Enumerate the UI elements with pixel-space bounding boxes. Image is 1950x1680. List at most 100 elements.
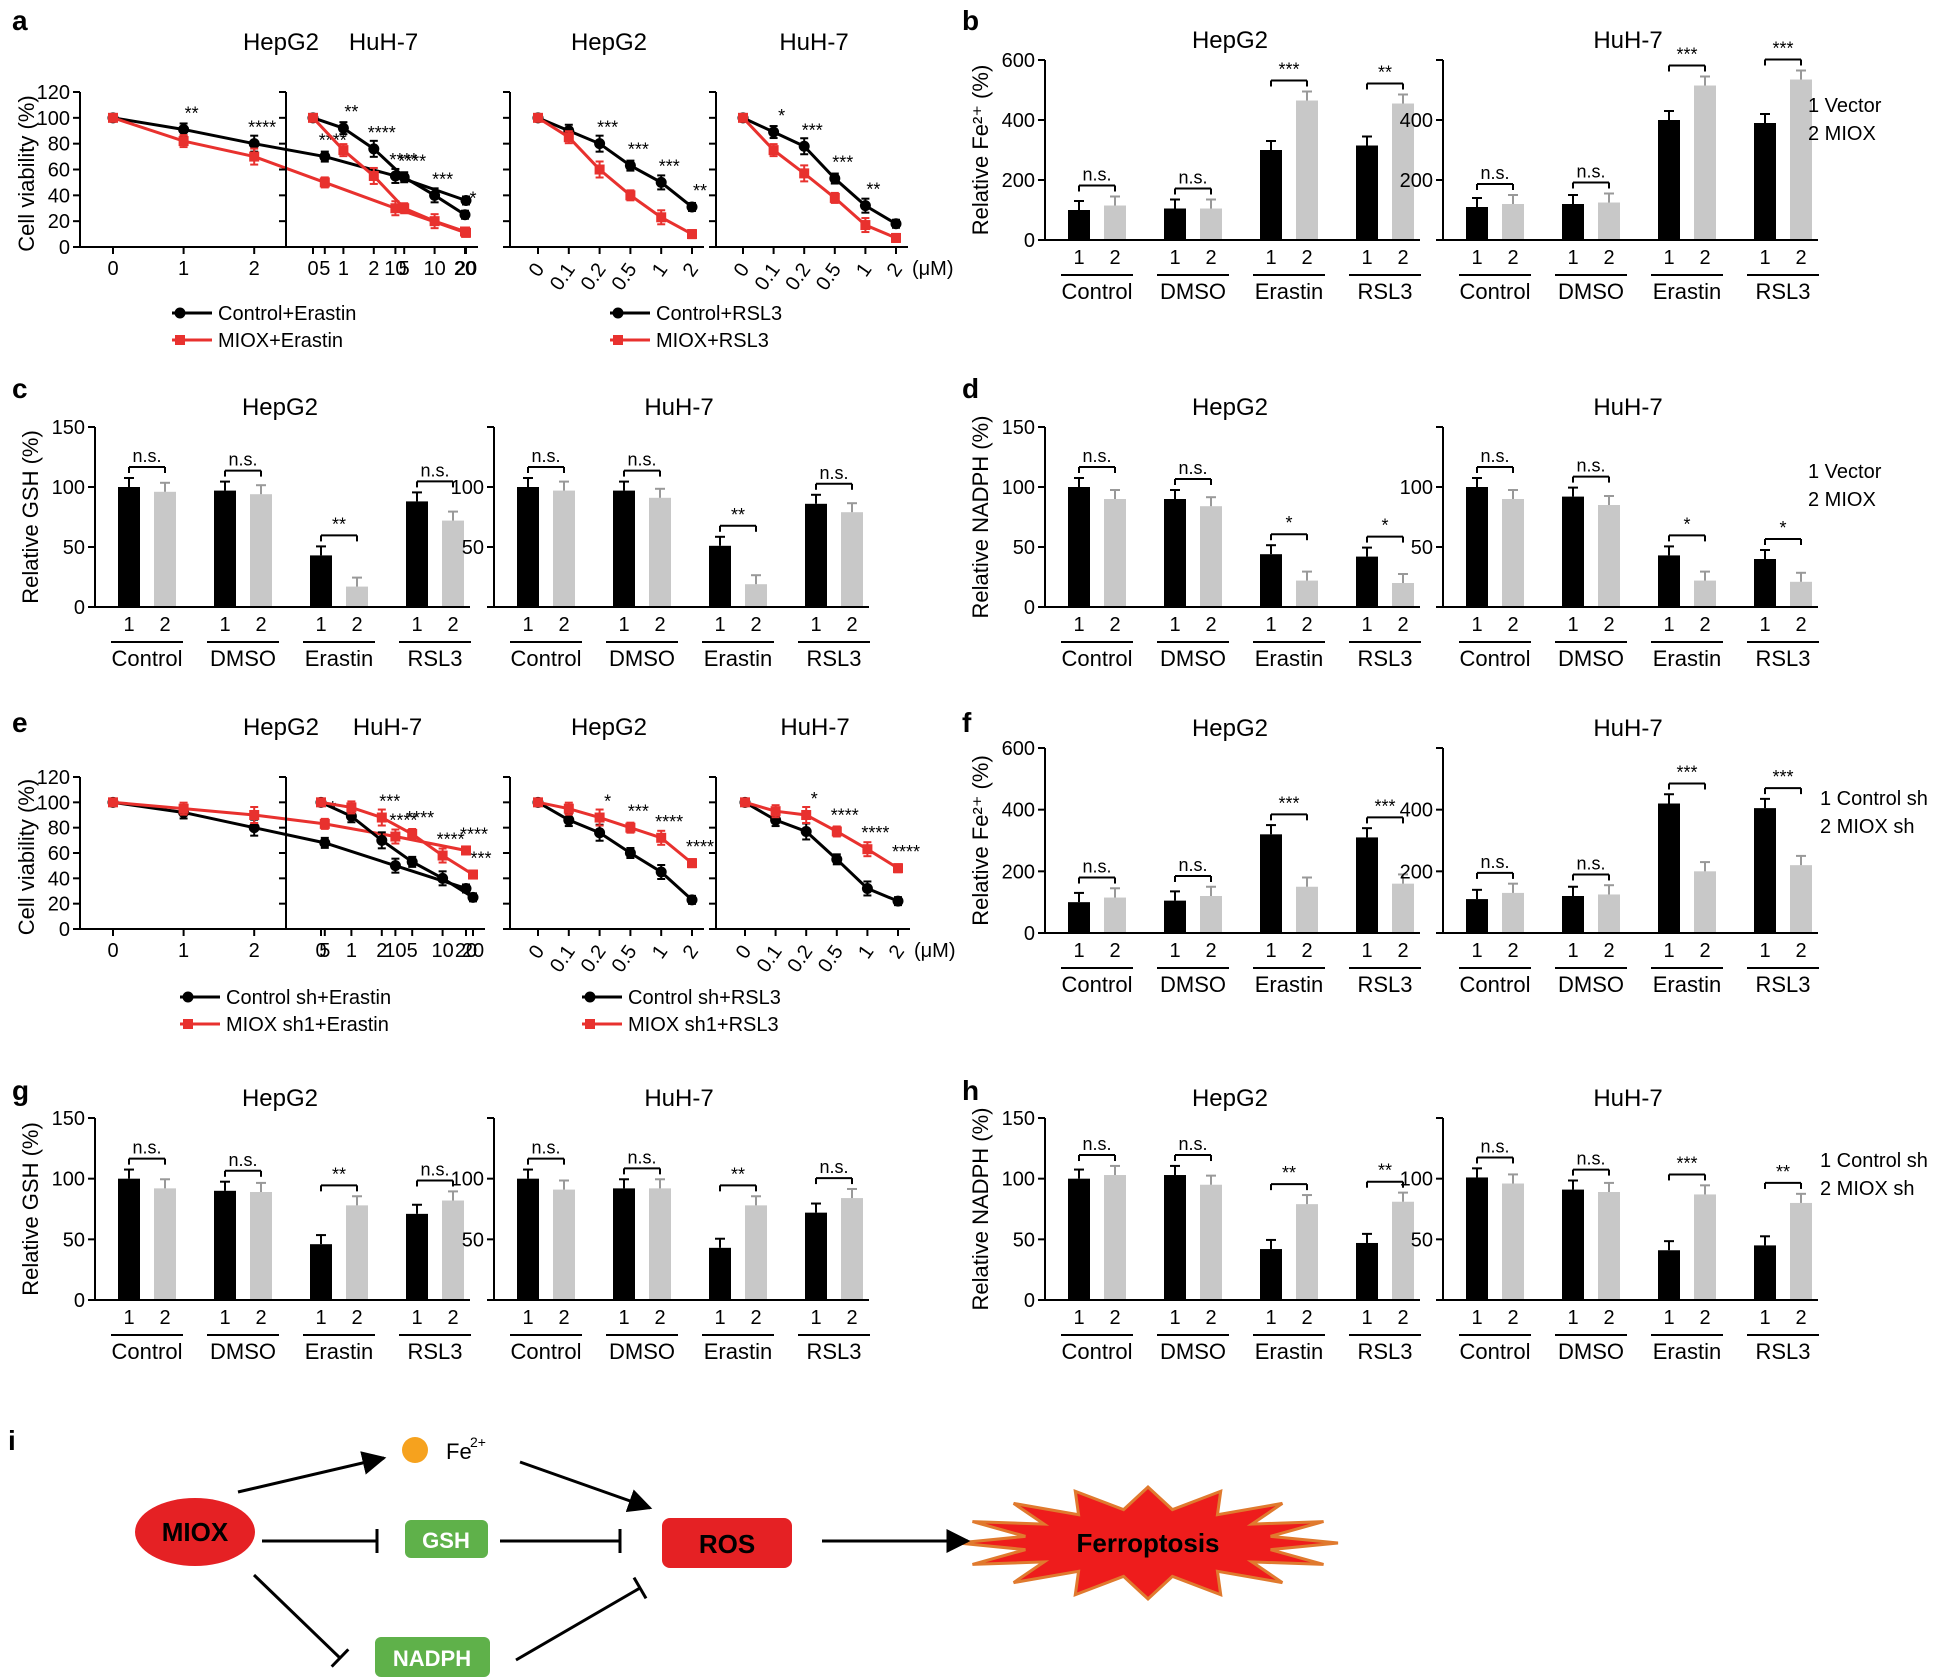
bar-chart-c-HepG2: HepG2 0 50 100 150 Relative GSH (%) 1 2 n.s. Cont…: [18, 394, 471, 671]
bar-chart-f-HuH-7: HuH-7 200 400 1 2 n.s. Control 1 2 n.s. DMSO 1 2 *** E…: [1400, 715, 1819, 997]
group-label: DMSO: [1160, 279, 1226, 304]
legend-marker: [183, 1019, 193, 1029]
x-tick-label: 10: [384, 258, 406, 280]
bar-Vector: [118, 487, 140, 607]
data-point: [656, 832, 667, 843]
bar-MIOX: [154, 491, 176, 607]
y-tick-label: 0: [74, 597, 85, 619]
y-tick-label: 400: [1002, 110, 1035, 132]
bar-chart-h-HepG2: HepG2 0 50 100 150 Relative NADPH (%) 1 2 n.s. Co…: [968, 1085, 1421, 1364]
bar-Control sh: [1562, 1189, 1584, 1300]
significance-label: n.s.: [1178, 458, 1207, 478]
data-point: [319, 151, 331, 163]
bar-MIOX sh: [250, 1192, 272, 1300]
group-label: Erastin: [704, 1339, 772, 1364]
y-axis-title: Cell viability (%): [14, 95, 39, 251]
panel-letter-e: e: [12, 707, 28, 738]
data-point: [859, 200, 871, 212]
legend-label: Control sh+Erastin: [226, 987, 391, 1009]
bar-sub-label: 2: [1795, 614, 1806, 636]
bar-sub-label: 2: [1699, 940, 1710, 962]
y-tick-label: 0: [1024, 230, 1035, 252]
significance-label: **: [332, 514, 346, 534]
data-point: [829, 173, 841, 185]
bar-sub-label: 2: [1397, 247, 1408, 269]
y-tick-label: 100: [37, 108, 70, 130]
data-point: [860, 220, 871, 231]
legend-entry: MIOX+RSL3: [610, 330, 769, 352]
group-label: DMSO: [1558, 1339, 1624, 1364]
x-tick-label: 2: [368, 258, 379, 280]
bar-sub-label: 2: [750, 1307, 761, 1329]
bar-Control sh: [1260, 834, 1282, 933]
bar-MIOX sh: [1392, 1201, 1414, 1300]
bar-sub-label: 2: [1699, 247, 1710, 269]
group-label: DMSO: [609, 1339, 675, 1364]
group-label: RSL3: [806, 1339, 861, 1364]
y-tick-label: 400: [1002, 800, 1035, 822]
bar-MIOX: [442, 520, 464, 607]
x-unit-label: (μM): [912, 258, 954, 280]
bar-sub-label: 1: [1663, 614, 1674, 636]
bar-chart-d-HuH-7: HuH-7 50 100 1 2 n.s. Control 1 2 n.s. DMSO 1 2 * Eras…: [1400, 394, 1819, 671]
bar-Vector: [1164, 208, 1186, 240]
y-axis-title: Relative GSH (%): [18, 1122, 43, 1296]
bar-sub-label: 2: [1301, 940, 1312, 962]
data-point: [467, 891, 479, 903]
y-tick-label: 120: [37, 82, 70, 104]
bar-Control sh: [805, 1212, 827, 1300]
bar-sub-label: 2: [1603, 614, 1614, 636]
bar-Control sh: [1068, 902, 1090, 933]
data-point: [829, 192, 840, 203]
bar-MIOX sh: [1790, 865, 1812, 933]
data-point: [563, 803, 574, 814]
bar-sub-label: 2: [159, 614, 170, 636]
significance-label: **: [731, 1164, 745, 1184]
bar-sub-label: 2: [1397, 614, 1408, 636]
bar-Vector: [1562, 204, 1584, 240]
data-point: [437, 872, 449, 884]
group-label: Control: [1062, 1339, 1133, 1364]
data-point: [429, 189, 441, 201]
bar-sub-label: 1: [1169, 614, 1180, 636]
bar-sub-label: 1: [1567, 940, 1578, 962]
data-point: [178, 803, 189, 814]
bar-sub-label: 2: [1205, 940, 1216, 962]
legend-label: MIOX sh1+Erastin: [226, 1014, 389, 1036]
bar-sub-label: 1: [1663, 940, 1674, 962]
significance-label: ***: [1676, 1153, 1697, 1173]
x-tick-label: 0: [107, 940, 118, 962]
bar-MIOX sh: [1694, 871, 1716, 933]
bar-MIOX sh: [1200, 1184, 1222, 1300]
significance-label: ***: [1676, 763, 1697, 783]
bar-Control sh: [1164, 1175, 1186, 1300]
significance-label: n.s.: [1576, 1149, 1605, 1169]
x-tick-label: 5: [407, 940, 418, 962]
significance-label: ****: [437, 830, 465, 850]
significance-label: ****: [248, 118, 276, 138]
bar-MIOX sh: [1200, 896, 1222, 933]
bar-MIOX: [1694, 85, 1716, 240]
legend-miox-sh: 2 MIOX sh: [1820, 1178, 1914, 1200]
bar-MIOX: [1598, 202, 1620, 240]
bar-sub-label: 2: [1795, 940, 1806, 962]
nadph-label: NADPH: [393, 1646, 471, 1671]
bar-sub-label: 1: [1361, 940, 1372, 962]
bar-Vector: [1356, 556, 1378, 607]
significance-label: **: [344, 102, 358, 122]
significance-label: ****: [686, 837, 714, 857]
data-point: [319, 177, 330, 188]
bar-MIOX: [1392, 103, 1414, 240]
bar-MIOX sh: [1104, 897, 1126, 933]
data-point: [800, 825, 812, 837]
bar-sub-label: 1: [618, 614, 629, 636]
bar-chart-g-HuH-7: HuH-7 50 100 1 2 n.s. Control 1 2 n.s. DMSO 1 2 ** Era…: [451, 1085, 870, 1364]
legend-marker: [585, 1019, 595, 1029]
y-tick-label: 400: [1400, 800, 1433, 822]
significance-label: ****: [406, 808, 434, 828]
bar-Control sh: [118, 1178, 140, 1300]
inhibit-nadph-ros-bar: [632, 1576, 648, 1600]
bar-MIOX sh: [649, 1188, 671, 1300]
bar-sub-label: 1: [1073, 614, 1084, 636]
